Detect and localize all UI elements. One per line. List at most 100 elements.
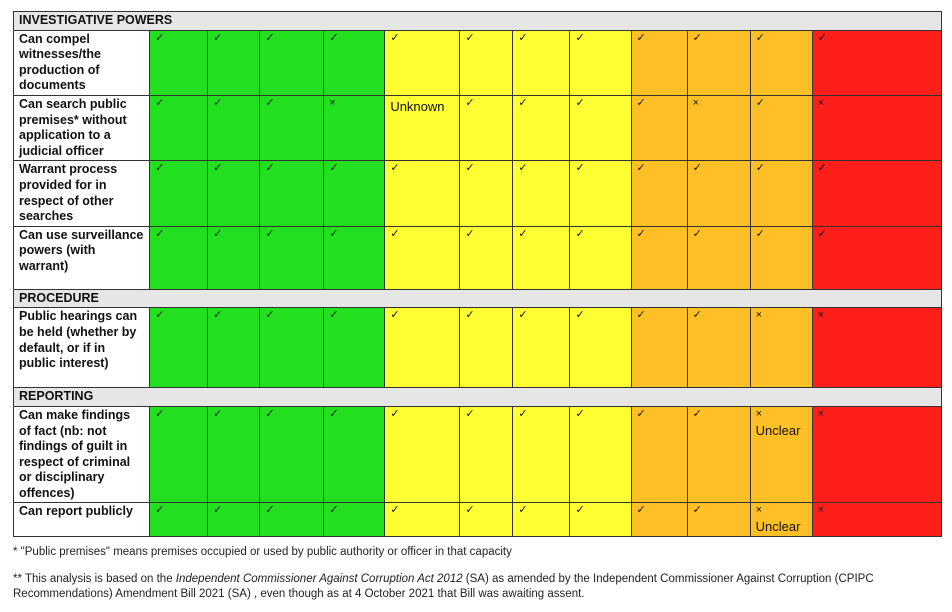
cross-icon: ×: [817, 96, 825, 109]
check-icon: ✓: [213, 504, 223, 517]
cross-icon: ×: [755, 504, 763, 517]
check-icon: ✓: [155, 31, 165, 44]
cell: ✓: [512, 405, 571, 504]
cell: ✓: [207, 225, 261, 290]
check-icon: ✓: [755, 227, 765, 240]
check-icon: ✓: [213, 309, 223, 322]
cell: ✓: [512, 225, 571, 290]
check-icon: ✓: [213, 407, 223, 420]
cell: ✓: [686, 29, 751, 96]
row-label: Can report publicly: [12, 502, 151, 538]
check-icon: ✓: [265, 31, 275, 44]
cell: ✓: [259, 225, 325, 290]
cell: ✓: [569, 307, 632, 389]
check-icon: ✓: [465, 407, 475, 420]
check-icon: ✓: [265, 162, 275, 175]
cell: ✓: [149, 502, 209, 538]
cross-icon: ×: [329, 96, 336, 109]
cell: ×: [811, 502, 943, 538]
check-icon: ✓: [265, 96, 275, 109]
cell: ✓: [259, 405, 325, 504]
cell-note: Unclear: [755, 422, 801, 438]
cell: ✓: [459, 405, 514, 504]
cell: ✓: [259, 502, 325, 538]
check-icon: ✓: [636, 504, 646, 517]
row-label: Can compel witnesses/the production of d…: [12, 29, 151, 96]
cell-note: Unknown: [390, 98, 445, 114]
cell: ✓: [323, 225, 386, 290]
row-label: Can make findings of fact (nb: not findi…: [12, 405, 151, 504]
check-icon: ✓: [575, 504, 585, 517]
cell: ✓: [384, 29, 461, 96]
check-icon: ✓: [575, 407, 585, 420]
cell: ✓: [811, 160, 943, 227]
check-icon: ✓: [518, 96, 528, 109]
cross-icon: ×: [817, 407, 825, 420]
cell: ✓: [630, 29, 688, 96]
row-label: Public hearings can be held (whether by …: [12, 307, 151, 389]
cell: ✓: [384, 225, 461, 290]
check-icon: ✓: [155, 407, 165, 420]
cell: ×: [811, 405, 943, 504]
table-row: Can make findings of fact (nb: not findi…: [12, 405, 943, 504]
cell: ✓: [686, 405, 751, 504]
check-icon: ✓: [155, 162, 165, 175]
cell: ✓: [512, 502, 571, 538]
check-icon: ✓: [636, 407, 646, 420]
check-icon: ✓: [155, 96, 165, 109]
check-icon: ✓: [518, 162, 528, 175]
cell: ✓: [149, 94, 209, 162]
cell: ✓: [630, 160, 688, 227]
check-icon: ✓: [265, 407, 275, 420]
cell: ✓: [207, 405, 261, 504]
check-icon: ✓: [692, 309, 702, 322]
check-icon: ✓: [390, 407, 400, 420]
cell: ✓: [569, 405, 632, 504]
cell: ✓: [149, 160, 209, 227]
row-label: Can use surveillance powers (with warran…: [12, 225, 151, 290]
cell: ✓: [811, 29, 943, 96]
check-icon: ✓: [465, 162, 475, 175]
cross-icon: ×: [755, 407, 763, 420]
cell: ✓: [811, 225, 943, 290]
check-icon: ✓: [329, 162, 339, 175]
check-icon: ✓: [329, 309, 339, 322]
check-icon: ✓: [636, 162, 646, 175]
check-icon: ✓: [636, 227, 646, 240]
cell: ✓: [569, 160, 632, 227]
section-header-row: PROCEDURE: [13, 288, 942, 309]
check-icon: ✓: [575, 309, 585, 322]
cell: ✓: [569, 225, 632, 290]
check-icon: ✓: [692, 162, 702, 175]
check-icon: ✓: [692, 407, 702, 420]
check-icon: ✓: [817, 162, 827, 175]
check-icon: ✓: [518, 31, 528, 44]
check-icon: ✓: [465, 227, 475, 240]
cross-icon: ×: [692, 96, 699, 109]
cell: ✓: [259, 307, 325, 389]
check-icon: ✓: [155, 309, 165, 322]
check-icon: ✓: [390, 31, 400, 44]
check-icon: ✓: [692, 504, 702, 517]
cell: ✓: [569, 502, 632, 538]
cell: ✓: [323, 29, 386, 96]
check-icon: ✓: [155, 227, 165, 240]
check-icon: ✓: [329, 407, 339, 420]
cell: ✓: [459, 94, 514, 162]
cell: ✓: [569, 29, 632, 96]
cell: ✓: [459, 502, 514, 538]
cell: ×: [686, 94, 751, 162]
cell: ✓: [323, 405, 386, 504]
comparison-table: INVESTIGATIVE POWERS Can compel witnesse…: [12, 11, 943, 538]
cell: ✓: [259, 94, 325, 162]
cross-icon: ×: [817, 309, 825, 322]
table-row: Can compel witnesses/the production of d…: [12, 29, 943, 96]
check-icon: ✓: [329, 227, 339, 240]
cell: ✓: [459, 225, 514, 290]
cell: ✓: [686, 225, 751, 290]
section-title: REPORTING: [13, 387, 942, 407]
cell: ✓: [259, 29, 325, 96]
check-icon: ✓: [265, 504, 275, 517]
section-header-row: REPORTING: [13, 387, 942, 407]
check-icon: ✓: [636, 96, 646, 109]
